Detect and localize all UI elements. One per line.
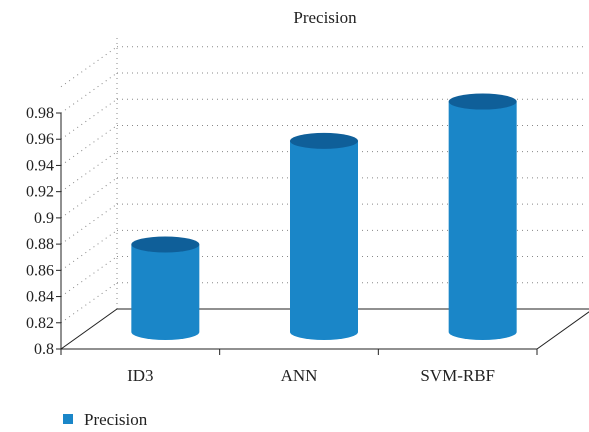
gridline-wall xyxy=(60,177,118,219)
gridline-wall xyxy=(60,46,118,88)
bars xyxy=(131,93,517,340)
y-tick-label: 0.86 xyxy=(26,262,54,279)
bar-top xyxy=(290,132,358,149)
x-tick-label: SVM-RBF xyxy=(420,366,495,385)
y-tick-label: 0.8 xyxy=(34,341,54,358)
gridline-wall xyxy=(60,229,118,271)
bar-body xyxy=(290,140,358,340)
bar-body xyxy=(131,244,200,340)
y-tick-label: 0.92 xyxy=(26,184,54,201)
x-tick-label: ANN xyxy=(281,366,318,385)
bar-top xyxy=(131,236,200,253)
y-tick-label: 0.84 xyxy=(26,289,54,306)
y-tick-label: 0.82 xyxy=(26,315,54,332)
bar-top xyxy=(448,93,517,110)
x-tick-label: ID3 xyxy=(127,366,153,385)
gridline-wall xyxy=(60,98,118,140)
y-tick-label: 0.96 xyxy=(26,131,54,148)
y-tick-label: 0.88 xyxy=(26,236,54,253)
bar-ann xyxy=(290,132,358,340)
gridline-wall xyxy=(60,72,118,114)
bar-svm-rbf xyxy=(448,93,517,340)
gridline-wall xyxy=(60,125,118,166)
gridline-wall xyxy=(60,282,118,324)
y-tick-label: 0.98 xyxy=(26,105,54,122)
axes xyxy=(56,112,589,355)
legend: Precision xyxy=(63,410,148,429)
y-tick-label: 0.94 xyxy=(26,157,54,174)
bar-id3 xyxy=(131,236,200,340)
chart-title: Precision xyxy=(293,8,357,27)
gridline-wall xyxy=(60,151,118,193)
gridline-wall xyxy=(60,203,118,245)
gridline-wall xyxy=(60,256,118,297)
legend-swatch xyxy=(63,414,73,424)
y-tick-label: 0.9 xyxy=(34,210,54,227)
labels: 0.8 0.82 0.84 0.86 0.88 0.9 0.92 0.94 0.96 0.98 ID… xyxy=(26,105,495,385)
bar-body xyxy=(448,101,517,340)
legend-label: Precision xyxy=(84,410,148,429)
